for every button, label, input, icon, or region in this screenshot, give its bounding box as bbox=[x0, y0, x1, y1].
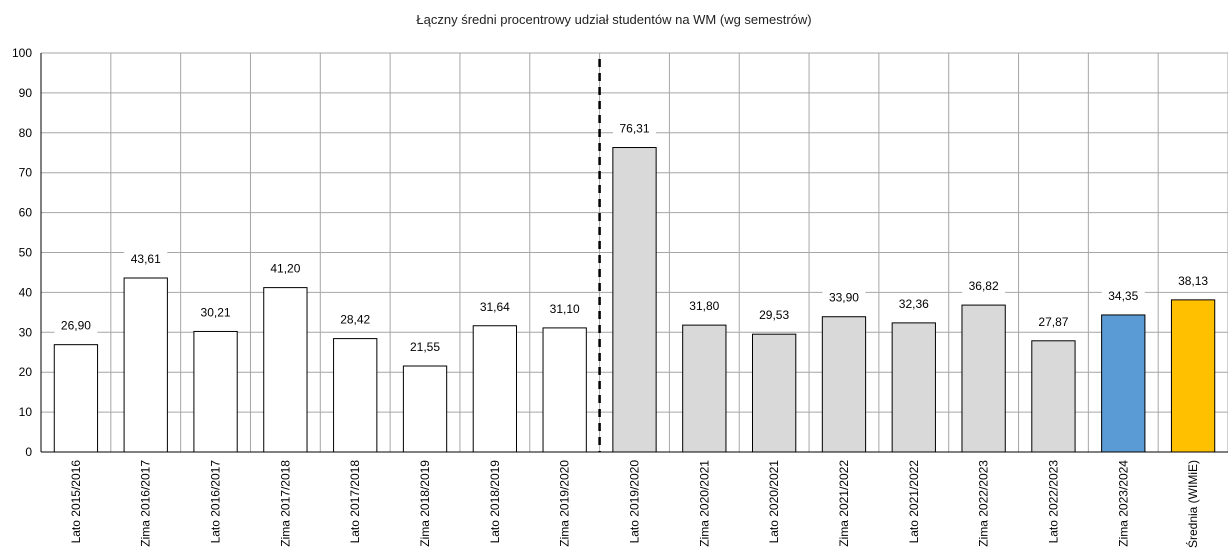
chart-title: Łączny średni procentrowy udział student… bbox=[416, 12, 812, 27]
data-label-bg bbox=[263, 260, 307, 277]
data-label: 43,61 bbox=[131, 252, 161, 266]
bar bbox=[1170, 299, 1216, 453]
x-tick-label: Zima 2021/2022 bbox=[837, 460, 851, 547]
data-label: 76,31 bbox=[619, 122, 649, 136]
y-tick-label: 90 bbox=[19, 86, 33, 100]
y-tick-label: 50 bbox=[19, 246, 33, 260]
y-tick-label: 20 bbox=[19, 365, 33, 379]
bar bbox=[542, 327, 587, 453]
data-label: 21,55 bbox=[410, 340, 440, 354]
bar bbox=[821, 316, 867, 453]
data-label: 30,21 bbox=[201, 305, 231, 319]
data-label-bg bbox=[962, 278, 1006, 295]
data-label-bg bbox=[403, 339, 447, 356]
data-label-bg bbox=[1171, 272, 1215, 289]
data-label-bg bbox=[613, 120, 656, 137]
bar bbox=[123, 277, 168, 453]
data-label-bg bbox=[473, 298, 517, 315]
data-label-bg bbox=[54, 317, 98, 334]
x-tick-label: Zima 2016/2017 bbox=[139, 460, 153, 547]
y-tick-label: 40 bbox=[19, 285, 33, 299]
y-tick-label: 60 bbox=[19, 206, 33, 220]
y-tick-label: 80 bbox=[19, 126, 33, 140]
bar bbox=[1031, 340, 1076, 453]
y-tick-label: 0 bbox=[25, 445, 32, 459]
data-label: 33,90 bbox=[829, 291, 859, 305]
data-label: 26,90 bbox=[61, 319, 91, 333]
x-tick-label: Zima 2018/2019 bbox=[418, 460, 432, 547]
x-tick-label: Lato 2017/2018 bbox=[348, 460, 362, 544]
bar bbox=[961, 304, 1006, 453]
y-tick-label: 70 bbox=[19, 166, 33, 180]
data-label-bg bbox=[1031, 313, 1075, 330]
x-tick-label: Zima 2020/2021 bbox=[697, 460, 711, 547]
bar bbox=[612, 147, 657, 453]
data-label: 31,64 bbox=[480, 300, 510, 314]
data-label: 27,87 bbox=[1038, 315, 1068, 329]
bar bbox=[1101, 314, 1146, 453]
bar bbox=[472, 325, 517, 453]
data-label: 36,82 bbox=[969, 279, 999, 293]
x-tick-label: Lato 2022/2023 bbox=[1046, 460, 1060, 544]
data-label: 38,13 bbox=[1178, 274, 1208, 288]
x-tick-label: Lato 2018/2019 bbox=[488, 460, 502, 544]
y-tick-label: 100 bbox=[12, 46, 32, 60]
x-tick-label: Średnia (WIMiE) bbox=[1185, 460, 1200, 548]
data-label: 41,20 bbox=[270, 262, 300, 276]
data-label-bg bbox=[892, 295, 936, 312]
x-tick-label: Zima 2019/2020 bbox=[558, 460, 572, 547]
bar bbox=[193, 330, 238, 453]
data-label-bg bbox=[543, 300, 587, 317]
data-label-bg bbox=[333, 311, 377, 328]
bar bbox=[333, 338, 378, 453]
y-tick-label: 10 bbox=[19, 405, 33, 419]
data-label-bg bbox=[1101, 287, 1145, 304]
x-tick-label: Lato 2015/2016 bbox=[69, 460, 83, 544]
x-tick-label: Lato 2021/2022 bbox=[907, 460, 921, 544]
data-label: 31,80 bbox=[689, 299, 719, 313]
data-label-bg bbox=[752, 307, 796, 324]
data-label-bg bbox=[124, 250, 168, 267]
data-label: 32,36 bbox=[899, 297, 929, 311]
bar bbox=[682, 324, 727, 453]
data-label: 31,10 bbox=[550, 302, 580, 316]
data-label-bg bbox=[194, 304, 238, 321]
data-label-bg bbox=[822, 289, 866, 306]
bar bbox=[752, 333, 797, 453]
x-tick-label: Zima 2022/2023 bbox=[977, 460, 991, 547]
x-tick-label: Lato 2019/2020 bbox=[628, 460, 642, 544]
x-tick-label: Zima 2023/2024 bbox=[1116, 460, 1130, 547]
y-tick-label: 30 bbox=[19, 325, 33, 339]
bar bbox=[53, 344, 99, 453]
data-label: 34,35 bbox=[1108, 289, 1138, 303]
bar bbox=[891, 322, 936, 453]
data-label-bg bbox=[682, 298, 726, 315]
x-tick-label: Zima 2017/2018 bbox=[278, 460, 292, 547]
x-tick-label: Lato 2016/2017 bbox=[209, 460, 223, 544]
data-label: 29,53 bbox=[759, 308, 789, 322]
bar bbox=[263, 287, 308, 453]
x-tick-label: Lato 2020/2021 bbox=[767, 460, 781, 544]
data-label: 28,42 bbox=[340, 313, 370, 327]
bar bbox=[402, 365, 448, 453]
